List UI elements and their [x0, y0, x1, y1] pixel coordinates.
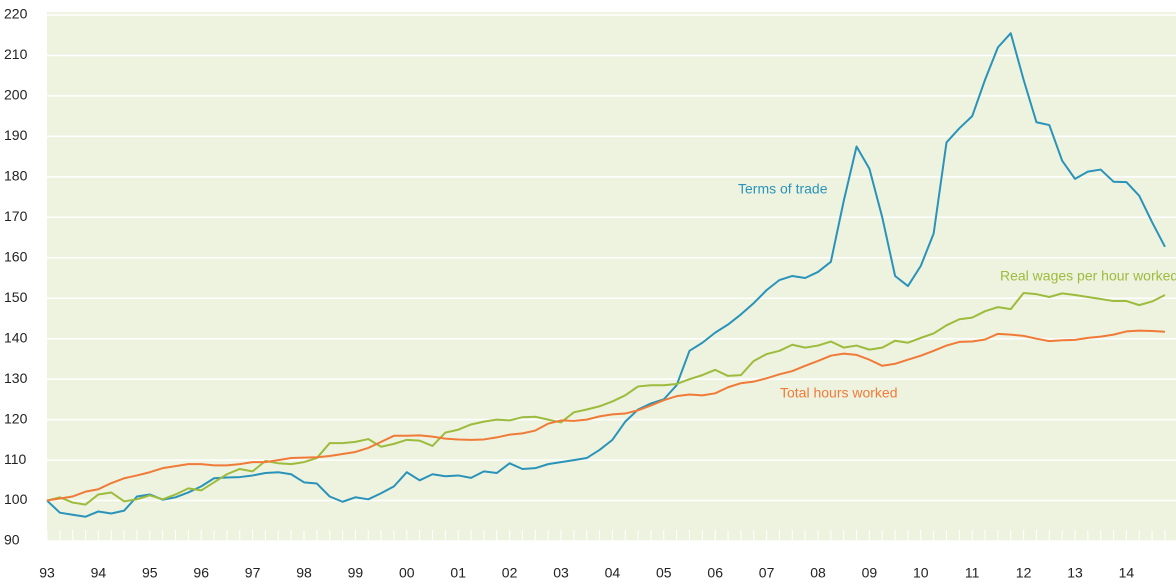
x-tick-label: 12 [1016, 565, 1032, 581]
series-label: Terms of trade [738, 181, 828, 197]
x-tick-label: 06 [707, 565, 723, 581]
y-tick-label: 90 [4, 532, 20, 548]
y-tick-label: 140 [4, 329, 28, 345]
x-tick-label: 08 [810, 565, 826, 581]
y-tick-label: 130 [4, 370, 28, 386]
x-tick-label: 01 [450, 565, 466, 581]
x-tick-label: 96 [193, 565, 209, 581]
y-tick-label: 200 [4, 87, 28, 103]
series-line [46, 291, 1166, 506]
x-tick-label: 02 [502, 565, 518, 581]
x-tick-label: 10 [913, 565, 929, 581]
x-tick-label: 11 [965, 565, 980, 581]
y-tick-label: 210 [4, 46, 28, 62]
y-tick-label: 180 [4, 168, 28, 184]
x-tick-label: 97 [245, 565, 261, 581]
x-tick-label: 04 [605, 565, 621, 581]
x-tick-label: 98 [296, 565, 312, 581]
x-tick-label: 94 [91, 565, 107, 581]
y-tick-label: 150 [4, 289, 28, 305]
y-tick-label: 160 [4, 248, 28, 264]
x-tick-label: 05 [656, 565, 672, 581]
x-tick-label: 09 [862, 565, 878, 581]
y-tick-label: 100 [4, 491, 28, 507]
series-label: Total hours worked [780, 385, 898, 401]
x-tick-label: 99 [348, 565, 364, 581]
x-tick-label: 93 [39, 565, 55, 581]
series-line [46, 32, 1166, 518]
x-tick-label: 07 [759, 565, 775, 581]
y-tick-label: 190 [4, 127, 28, 143]
x-tick-label: 95 [142, 565, 158, 581]
x-tick-label: 13 [1067, 565, 1083, 581]
series-line [46, 329, 1166, 502]
x-tick-label: 14 [1119, 565, 1135, 581]
x-tick-label: 00 [399, 565, 415, 581]
y-tick-label: 120 [4, 410, 28, 426]
plot-background [47, 12, 1176, 541]
y-tick-label: 110 [4, 451, 27, 467]
y-tick-label: 220 [4, 6, 28, 22]
x-tick-label: 03 [553, 565, 569, 581]
series-label: Real wages per hour worked [1000, 268, 1176, 284]
y-tick-label: 170 [4, 208, 28, 224]
